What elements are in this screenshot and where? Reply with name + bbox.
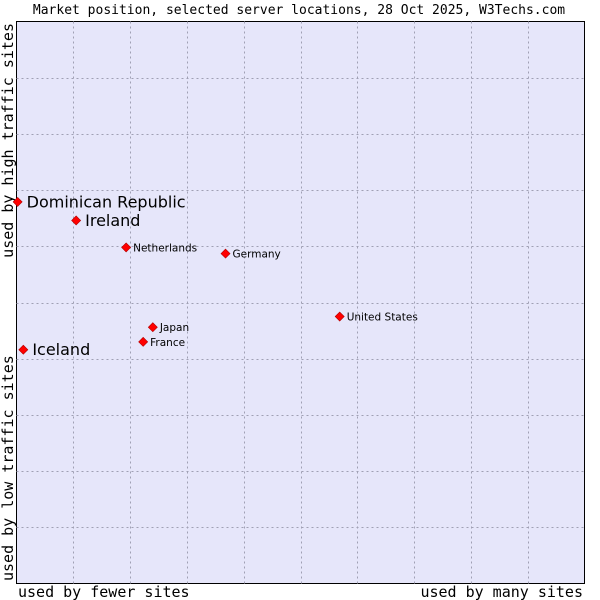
data-point-ireland bbox=[71, 215, 82, 226]
x-axis-label-right: used by many sites bbox=[420, 583, 583, 600]
grid-lines bbox=[16, 21, 585, 584]
data-label-japan: Japan bbox=[159, 322, 189, 334]
data-label-ireland: Ireland bbox=[85, 211, 140, 230]
data-point-iceland bbox=[18, 344, 29, 355]
data-point-dominican-republic bbox=[12, 196, 23, 207]
y-axis-label-bottom: used by low traffic sites bbox=[0, 355, 17, 581]
data-point-germany bbox=[220, 248, 231, 259]
data-point-japan bbox=[147, 322, 158, 333]
data-label-germany: Germany bbox=[233, 249, 281, 261]
x-axis-label-left: used by fewer sites bbox=[18, 583, 190, 600]
data-point-france bbox=[138, 336, 149, 347]
data-point-united-states bbox=[334, 311, 345, 322]
data-label-united-states: United States bbox=[347, 312, 418, 324]
chart-title: Market position, selected server locatio… bbox=[33, 3, 565, 18]
plot-area bbox=[16, 21, 585, 584]
data-label-france: France bbox=[150, 337, 185, 349]
data-label-iceland: Iceland bbox=[32, 340, 90, 359]
data-label-netherlands: Netherlands bbox=[133, 242, 197, 254]
data-label-dominican-republic: Dominican Republic bbox=[27, 192, 186, 211]
y-axis-label-top: used by high traffic sites bbox=[0, 23, 17, 258]
data-point-netherlands bbox=[121, 242, 132, 253]
